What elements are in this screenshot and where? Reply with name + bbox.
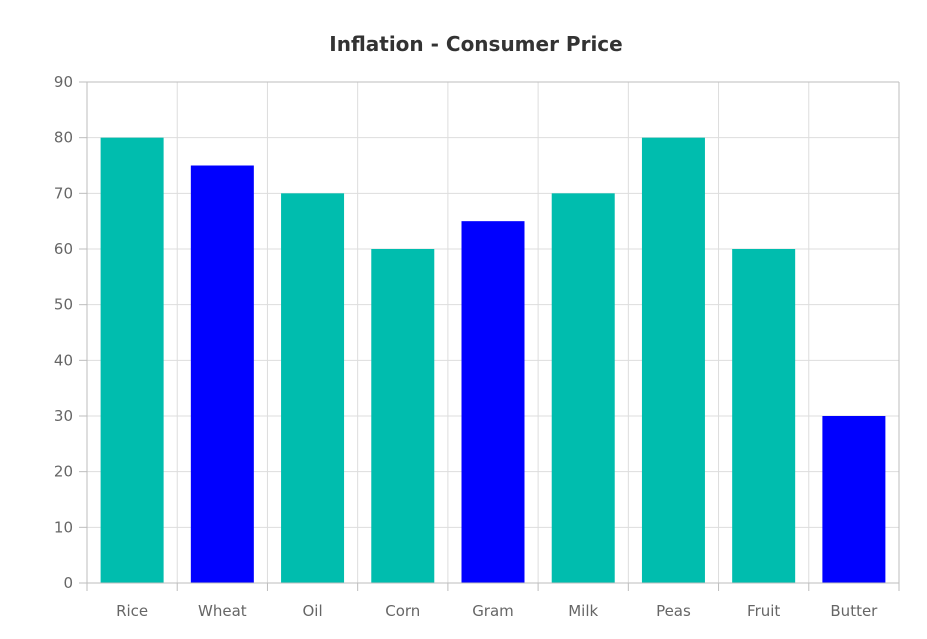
bar-milk[interactable]	[551, 193, 615, 584]
chart-title: Inflation - Consumer Price	[329, 32, 622, 56]
y-tick-label: 70	[54, 184, 73, 202]
axes-layer	[79, 81, 900, 591]
x-tick-label: Wheat	[198, 602, 247, 620]
bar-wheat[interactable]	[190, 165, 254, 584]
x-tick-label: Fruit	[747, 602, 780, 620]
y-tick-label: 10	[54, 518, 73, 536]
x-axis-labels: Rice Wheat Oil Corn Gram Milk Peas Fruit Butter	[116, 602, 878, 620]
x-tick-label: Corn	[385, 602, 420, 620]
y-tick-label: 90	[54, 73, 73, 91]
bar-peas[interactable]	[641, 137, 705, 583]
y-tick-label: 50	[54, 296, 73, 314]
x-tick-label: Butter	[830, 602, 878, 620]
x-tick-label: Oil	[302, 602, 322, 620]
bars-layer	[100, 137, 886, 584]
y-tick-label: 60	[54, 240, 73, 258]
x-tick-label: Milk	[568, 602, 598, 620]
bar-gram[interactable]	[461, 221, 525, 583]
y-tick-label: 80	[54, 129, 73, 147]
y-tick-label: 40	[54, 351, 73, 369]
y-tick-label: 20	[54, 463, 73, 481]
bar-butter[interactable]	[822, 416, 886, 583]
bar-oil[interactable]	[281, 193, 345, 584]
x-tick-label: Gram	[472, 602, 514, 620]
bar-fruit[interactable]	[732, 249, 796, 583]
bar-rice[interactable]	[100, 137, 164, 583]
x-tick-label: Rice	[116, 602, 148, 620]
y-tick-label: 0	[63, 574, 73, 592]
y-tick-label: 30	[54, 407, 73, 425]
y-axis-labels: 0 10 20 30 40 50 60 70 80 90	[54, 73, 73, 592]
bar-corn[interactable]	[371, 249, 435, 583]
x-tick-label: Peas	[656, 602, 691, 620]
